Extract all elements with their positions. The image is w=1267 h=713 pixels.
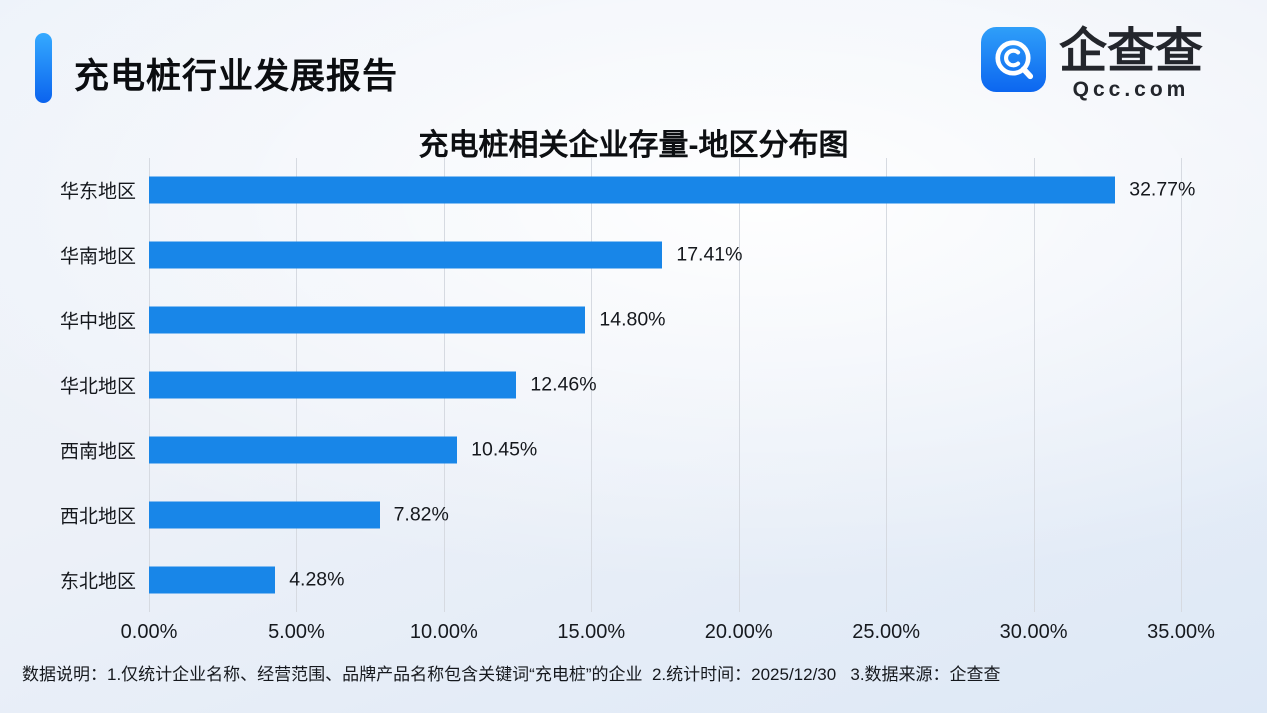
bar [149,176,1116,204]
page-title: 充电桩行业发展报告 [74,57,399,96]
x-tick-label: 25.00% [852,621,921,643]
category-label: 西南地区 [59,441,136,463]
value-label: 4.28% [289,568,345,591]
gridline [591,158,593,612]
value-label: 7.82% [393,503,449,526]
bar [149,501,380,529]
category-label: 东北地区 [59,571,136,593]
x-tick-label: 20.00% [704,621,773,643]
category-label: 华南地区 [59,246,136,268]
gridline [886,158,888,612]
x-tick-label: 35.00% [1147,621,1215,643]
qcc-logo-domain: Qcc.com [1072,78,1190,101]
bar [149,241,663,269]
category-label: 西北地区 [59,506,136,528]
value-label: 32.77% [1129,178,1196,201]
value-label: 10.45% [471,438,538,461]
qcc-logo-text: 企查查 Qcc.com [1059,27,1203,102]
bar [149,306,586,334]
qcc-logo-icon [981,27,1046,92]
qcc-logo: 企查查 Qcc.com [981,27,1203,102]
chart-title: 充电桩相关企业存量-地区分布图 [418,129,849,162]
x-tick-label: 5.00% [268,621,325,643]
qcc-logo-name: 企查查 [1059,25,1204,78]
x-tick-label: 0.00% [120,621,178,643]
category-label: 华东地区 [59,181,136,203]
category-label: 华北地区 [59,376,136,398]
header-accent-bar [35,33,52,103]
gridline [1181,158,1182,612]
gridline [1033,158,1035,612]
x-tick-label: 10.00% [409,621,478,643]
value-label: 17.41% [676,243,743,266]
x-tick-label: 30.00% [999,621,1068,643]
plot-area: 华东地区 32.77% 华南地区 17.41% 华中地区 14.80% 华北地区 12.46%… [60,158,1195,612]
bar [149,566,276,594]
gridline [738,158,740,612]
bar [149,371,517,399]
x-axis: 0.00% 5.00% 10.00% 15.00% 20.00% 25.00% 30.00%… [121,621,1215,647]
value-label: 14.80% [599,308,666,331]
x-tick-label: 15.00% [557,621,626,643]
bar [149,436,458,464]
category-label: 华中地区 [59,311,136,333]
value-label: 12.46% [530,373,597,396]
footer-note: 数据说明：1.仅统计企业名称、经营范围、品牌产品名称包含关键词“充电桩”的企业 … [22,665,1001,684]
